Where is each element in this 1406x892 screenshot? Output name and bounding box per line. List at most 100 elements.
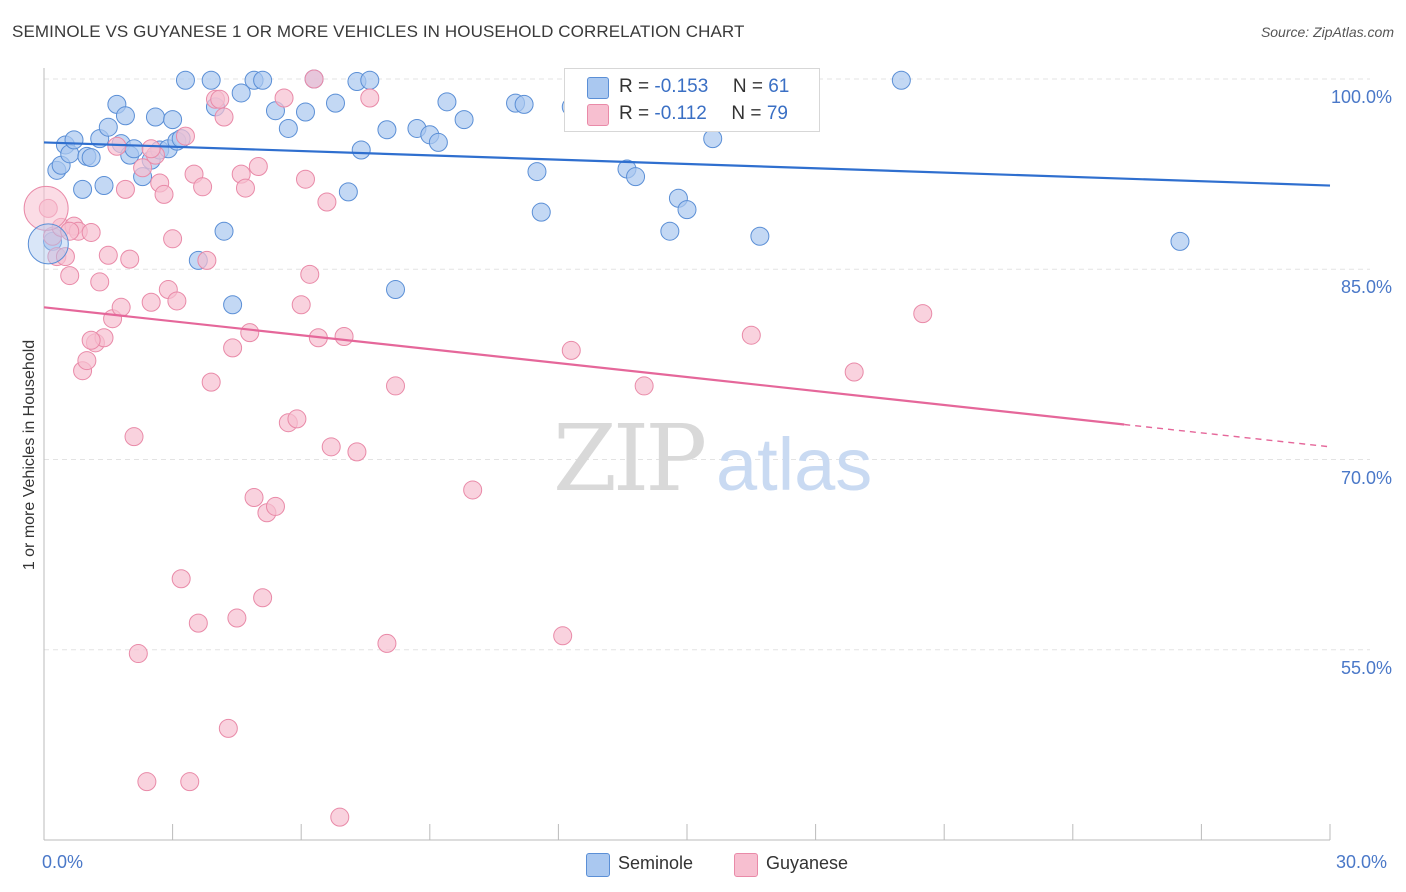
- x-tick-label-max: 30.0%: [1336, 852, 1388, 872]
- seminole-point: [531, 202, 551, 222]
- guyanese-point: [128, 644, 148, 664]
- guyanese-legend-swatch: [734, 853, 758, 877]
- seminole-point: [351, 140, 371, 160]
- guyanese-point: [321, 437, 341, 457]
- seminole-point: [428, 132, 448, 152]
- guyanese-point-large: [23, 185, 69, 231]
- guyanese-point: [386, 376, 406, 396]
- guyanese-point: [553, 626, 573, 646]
- guyanese-point: [214, 107, 234, 127]
- guyanese-point: [291, 295, 311, 315]
- seminole-point: [214, 221, 234, 241]
- seminole-point: [527, 162, 547, 182]
- seminole-point: [223, 295, 243, 315]
- guyanese-point: [347, 442, 367, 462]
- guyanese-point: [248, 157, 268, 177]
- seminole-point: [231, 83, 251, 103]
- seminole-point: [750, 226, 770, 246]
- guyanese-point: [287, 409, 307, 429]
- guyanese-point: [741, 325, 761, 345]
- guyanese-point: [561, 340, 581, 360]
- seminole-trend-line: [43, 141, 1331, 187]
- seminole-point: [201, 70, 221, 90]
- x-tick-label-min: 0.0%: [42, 852, 84, 872]
- guyanese-point: [210, 89, 230, 109]
- guyanese-point: [197, 250, 217, 270]
- seminole-point: [145, 107, 165, 127]
- guyanese-point: [60, 266, 80, 286]
- chart-title: SEMINOLE VS GUYANESE 1 OR MORE VEHICLES …: [12, 22, 745, 41]
- seminole-point: [891, 70, 911, 90]
- seminole-point: [81, 148, 101, 168]
- seminole-point: [253, 70, 273, 90]
- r-value-guyanese: -0.112: [654, 103, 707, 124]
- legend-label-guyanese: Guyanese: [766, 853, 849, 873]
- seminole-point: [360, 70, 380, 90]
- guyanese-point: [300, 264, 320, 284]
- guyanese-point: [77, 351, 97, 371]
- source-label: Source: ZipAtlas.com: [1260, 24, 1394, 40]
- r-label: R =: [619, 103, 650, 124]
- guyanese-point: [98, 245, 118, 265]
- guyanese-swatch: [587, 104, 609, 126]
- guyanese-point: [377, 633, 397, 653]
- r-value-seminole: -0.153: [654, 76, 709, 97]
- guyanese-point: [124, 427, 144, 447]
- seminole-point: [660, 221, 680, 241]
- seminole-point: [626, 167, 646, 187]
- guyanese-point: [141, 139, 161, 159]
- guyanese-point: [334, 326, 354, 346]
- seminole-point: [73, 179, 93, 199]
- guyanese-point: [120, 249, 140, 269]
- legend-label-seminole: Seminole: [618, 853, 694, 873]
- stats-legend: R = -0.153 N = 61 R = -0.112 N = 79: [564, 68, 820, 132]
- guyanese-point: [913, 304, 933, 324]
- guyanese-point: [111, 297, 131, 317]
- guyanese-point: [265, 496, 285, 516]
- seminole-point-large: [27, 223, 69, 265]
- seminole-point: [94, 176, 114, 196]
- guyanese-point: [188, 613, 208, 633]
- seminole-point: [338, 182, 358, 202]
- guyanese-trend-line: [43, 306, 1125, 426]
- watermark: ZIP atlas: [553, 405, 872, 512]
- guyanese-trend-line-extension: [1124, 423, 1331, 448]
- guyanese-point: [227, 608, 247, 628]
- guyanese-point: [137, 772, 157, 792]
- n-label: N =: [732, 76, 763, 97]
- r-label: R =: [619, 76, 650, 97]
- guyanese-point: [295, 169, 315, 189]
- guyanese-point: [360, 88, 380, 108]
- guyanese-point: [115, 179, 135, 199]
- seminole-point: [377, 120, 397, 140]
- guyanese-point: [274, 88, 294, 108]
- guyanese-point: [193, 177, 213, 197]
- seminole-point: [1170, 231, 1190, 251]
- seminole-point: [163, 110, 183, 130]
- seminole-point: [278, 118, 298, 138]
- guyanese-point: [167, 291, 187, 311]
- seminole-point: [295, 102, 315, 122]
- guyanese-point: [90, 272, 110, 292]
- guyanese-point: [60, 221, 80, 241]
- seminole-point: [454, 110, 474, 130]
- guyanese-point: [163, 229, 183, 249]
- seminole-point: [98, 117, 118, 137]
- guyanese-point: [304, 69, 324, 89]
- n-value-seminole: 61: [768, 76, 790, 97]
- guyanese-point: [235, 178, 255, 198]
- guyanese-point: [175, 126, 195, 146]
- guyanese-point: [81, 222, 101, 242]
- guyanese-point: [81, 330, 101, 350]
- y-tick-label: 70.0%: [1340, 467, 1392, 488]
- y-tick-label: 55.0%: [1340, 657, 1392, 678]
- seminole-point: [386, 280, 406, 300]
- guyanese-point: [141, 292, 161, 312]
- guyanese-point: [253, 588, 273, 608]
- guyanese-point: [223, 338, 243, 358]
- seminole-point: [325, 93, 345, 113]
- seminole-point: [437, 92, 457, 112]
- guyanese-point: [330, 807, 350, 827]
- guyanese-point: [463, 480, 483, 500]
